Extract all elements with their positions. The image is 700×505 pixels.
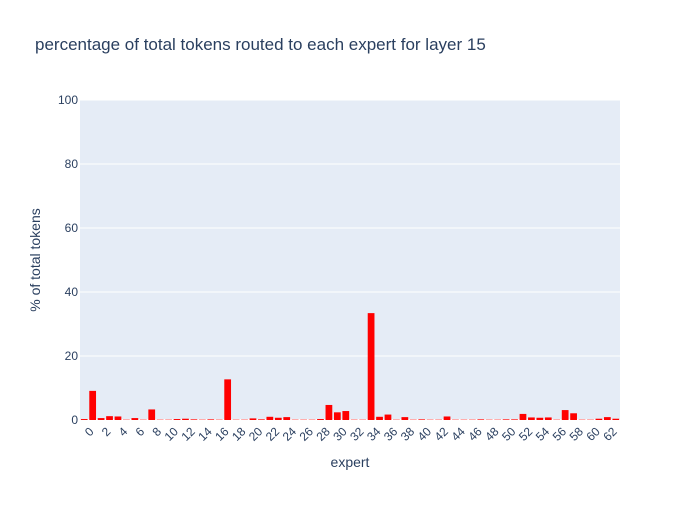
- y-tick-label: 0: [71, 413, 78, 427]
- bar-expert-2[interactable]: [98, 418, 105, 420]
- bar-expert-4[interactable]: [115, 416, 122, 420]
- bar-expert-35[interactable]: [376, 417, 383, 420]
- x-tick-label: 2: [99, 424, 114, 439]
- bar-expert-40[interactable]: [418, 419, 425, 420]
- bar-expert-0[interactable]: [81, 419, 88, 420]
- bar-expert-17[interactable]: [224, 379, 231, 420]
- y-tick-label: 60: [65, 221, 79, 235]
- bar-expert-20[interactable]: [250, 418, 257, 420]
- plot-area: [80, 100, 620, 420]
- bar-expert-55[interactable]: [545, 417, 552, 420]
- y-tick-label: 100: [58, 93, 78, 107]
- bar-expert-3[interactable]: [106, 416, 113, 420]
- bar-expert-8[interactable]: [148, 409, 155, 420]
- bar-expert-34[interactable]: [368, 313, 375, 420]
- x-tick-label: 0: [82, 424, 97, 439]
- bar-expert-24[interactable]: [283, 417, 290, 420]
- x-axis-title: expert: [331, 454, 370, 470]
- bar-expert-51[interactable]: [511, 419, 518, 420]
- x-tick-label: 6: [133, 424, 148, 439]
- bar-expert-38[interactable]: [401, 417, 408, 420]
- bar-expert-36[interactable]: [385, 415, 392, 420]
- bar-expert-47[interactable]: [477, 419, 484, 420]
- bar-expert-62[interactable]: [604, 417, 611, 420]
- y-tick-label: 20: [65, 349, 79, 363]
- bar-expert-12[interactable]: [182, 419, 189, 420]
- bar-expert-50[interactable]: [503, 419, 510, 420]
- bar-expert-6[interactable]: [131, 418, 138, 420]
- x-tick-label: 62: [600, 424, 620, 444]
- bar-expert-23[interactable]: [275, 418, 282, 420]
- bar-expert-63[interactable]: [612, 419, 619, 420]
- y-tick-label: 40: [65, 285, 79, 299]
- bar-expert-29[interactable]: [326, 405, 333, 420]
- chart-title: percentage of total tokens routed to eac…: [35, 35, 486, 54]
- bar-expert-52[interactable]: [520, 414, 527, 420]
- bar-expert-21[interactable]: [258, 419, 265, 420]
- bar-expert-1[interactable]: [89, 391, 96, 420]
- bar-expert-22[interactable]: [266, 417, 273, 420]
- bar-expert-13[interactable]: [191, 419, 198, 420]
- bar-expert-58[interactable]: [570, 413, 577, 420]
- bar-expert-31[interactable]: [342, 411, 349, 420]
- x-tick-label: 8: [149, 424, 164, 439]
- bar-expert-54[interactable]: [536, 418, 543, 420]
- y-axis-ticks: 0 20 40 60 80 100: [58, 93, 78, 427]
- bar-expert-15[interactable]: [207, 419, 214, 420]
- bar-expert-61[interactable]: [596, 419, 603, 420]
- bar-expert-28[interactable]: [317, 419, 324, 420]
- bar-expert-43[interactable]: [444, 416, 451, 420]
- bar-expert-11[interactable]: [174, 419, 181, 420]
- y-axis-title: % of total tokens: [27, 208, 43, 312]
- bar-expert-57[interactable]: [562, 410, 569, 420]
- x-tick-label: 4: [116, 424, 131, 439]
- y-tick-label: 80: [65, 157, 79, 171]
- bar-expert-30[interactable]: [334, 412, 341, 420]
- bar-expert-53[interactable]: [528, 417, 535, 420]
